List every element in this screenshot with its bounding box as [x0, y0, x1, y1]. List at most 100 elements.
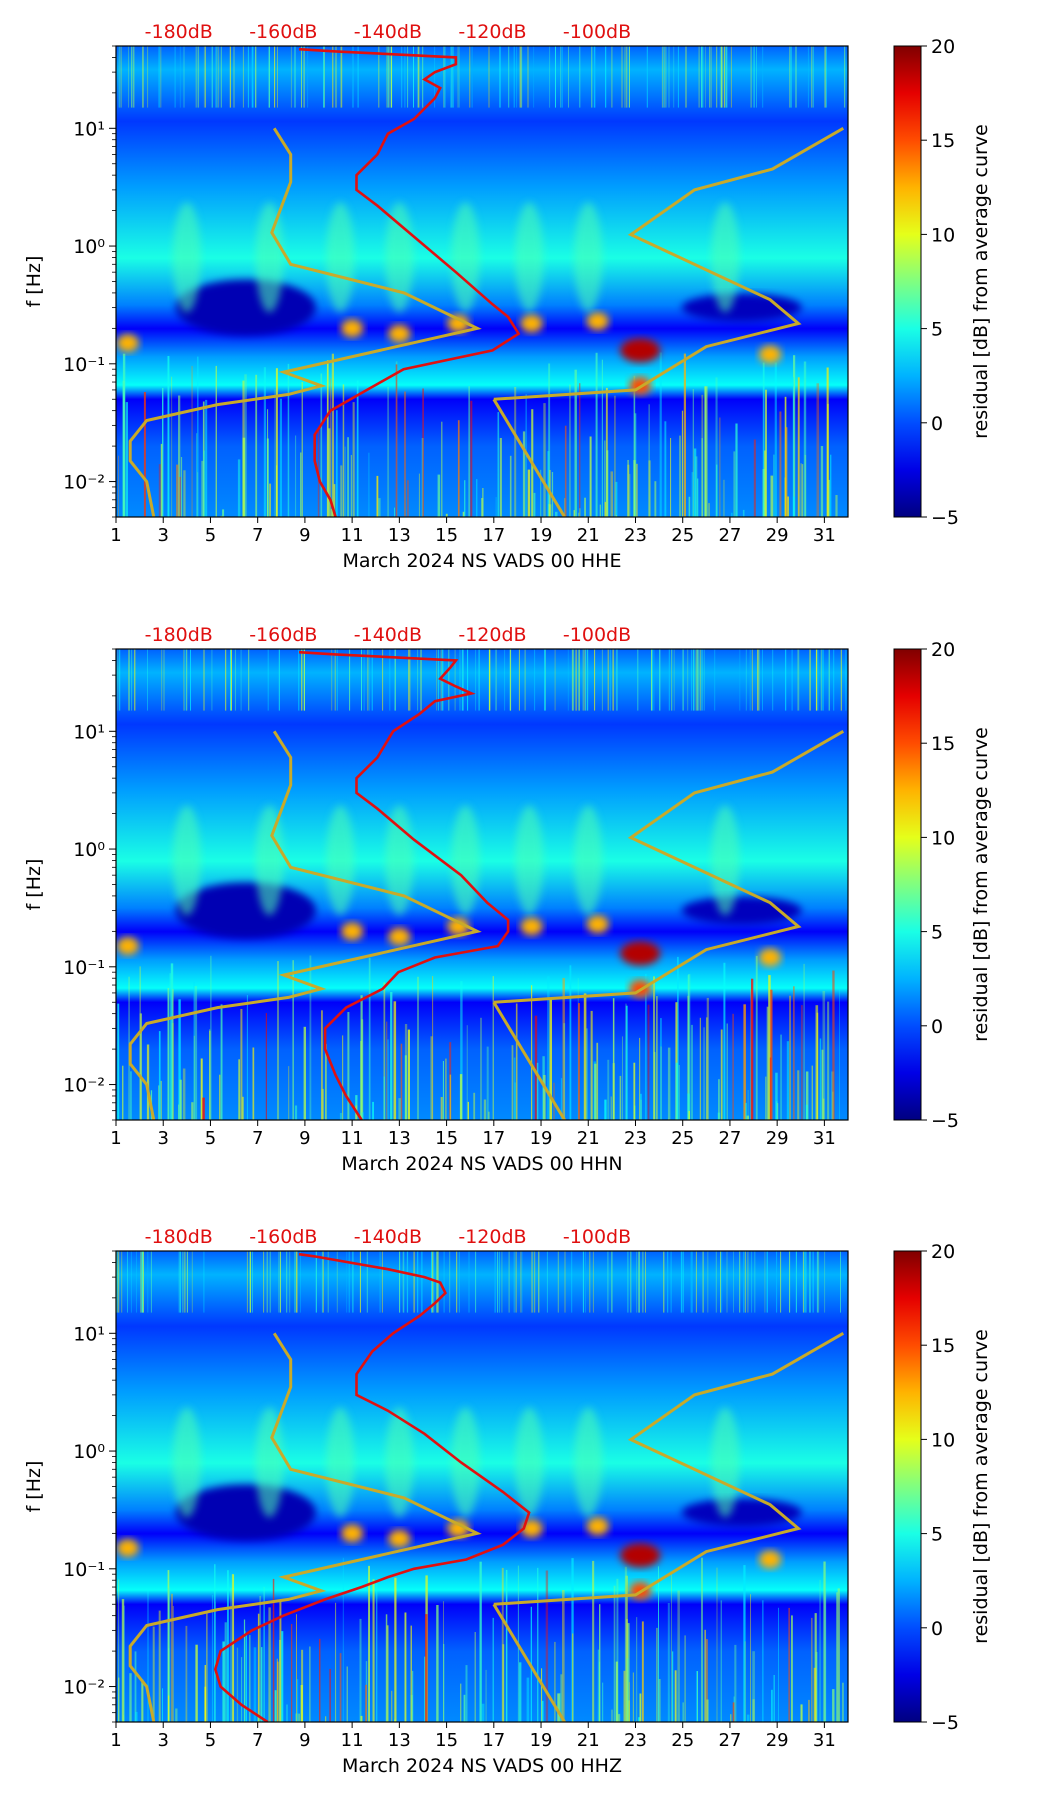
colorbar-tick-label: 5: [931, 922, 943, 944]
event-streak: [647, 1004, 650, 1120]
event-streak: [171, 376, 173, 517]
event-streak: [211, 1595, 214, 1722]
event-streak: [387, 1039, 389, 1120]
event-streak: [682, 1702, 684, 1722]
microseism-peak: [759, 948, 782, 967]
event-streak: [178, 999, 181, 1120]
event-streak: [755, 955, 758, 1120]
event-streak: [548, 504, 552, 517]
event-streak: [268, 1607, 271, 1722]
event-streak: [573, 510, 575, 517]
hf-streak: [195, 46, 197, 108]
hf-streak: [691, 649, 692, 711]
hf-streak: [389, 649, 391, 711]
event-streak: [287, 363, 290, 517]
hf-streak: [690, 1251, 692, 1313]
event-streak: [329, 378, 332, 517]
event-streak: [205, 399, 208, 517]
colorbar-tick-label: 15: [931, 130, 955, 152]
hf-streak: [557, 1251, 559, 1313]
event-streak: [664, 421, 667, 517]
event-streak: [303, 1026, 306, 1120]
event-streak: [257, 1613, 260, 1722]
event-streak: [372, 1579, 375, 1722]
hf-streak: [645, 1251, 646, 1313]
event-streak: [275, 368, 278, 517]
event-streak: [209, 1029, 211, 1120]
hf-streak: [509, 649, 511, 711]
colorbar-tick-label: 20: [931, 36, 955, 58]
microseism-peak: [520, 314, 543, 333]
event-streak: [249, 1635, 251, 1722]
event-streak: [625, 1575, 628, 1722]
hf-streak: [348, 1251, 350, 1313]
event-streak: [771, 1689, 773, 1722]
hf-streak: [704, 46, 706, 108]
event-streak: [562, 978, 565, 1120]
event-streak: [202, 401, 205, 517]
x-tick-label: 13: [388, 1730, 411, 1751]
hf-streak: [751, 649, 753, 711]
colorbar-tick-label: 20: [931, 639, 955, 661]
event-streak: [175, 1708, 178, 1722]
event-streak: [440, 1097, 443, 1120]
hf-streak: [725, 46, 727, 108]
colorbar-tick-label: 0: [931, 413, 943, 435]
event-streak: [616, 1578, 619, 1722]
hf-streak: [733, 1251, 734, 1313]
hf-streak: [191, 1251, 193, 1313]
event-streak: [564, 425, 567, 517]
hf-streak: [845, 649, 847, 711]
hf-streak: [131, 649, 133, 711]
hf-streak: [495, 649, 497, 711]
event-streak: [595, 352, 598, 517]
hf-streak: [661, 46, 663, 108]
y-tick-label: 10¹: [73, 1323, 105, 1345]
microseism-peak: [759, 1550, 782, 1569]
event-streak: [752, 1651, 755, 1722]
colorbar-tick-label: 5: [931, 319, 943, 341]
db-scale-label: -180dB: [145, 1226, 213, 1248]
hf-streak: [582, 649, 584, 711]
hf-streak: [687, 649, 689, 711]
event-streak: [791, 1615, 793, 1722]
event-streak: [778, 1607, 779, 1722]
hf-streak: [579, 46, 581, 108]
hf-streak: [780, 1251, 782, 1313]
event-streak: [564, 498, 566, 517]
event-streak: [326, 360, 329, 517]
hf-streak: [301, 649, 303, 711]
hf-streak: [544, 649, 546, 711]
event-streak: [800, 1704, 803, 1722]
event-streak: [826, 367, 829, 517]
hf-streak: [346, 1251, 348, 1313]
hf-streak: [215, 46, 217, 108]
event-streak: [617, 1714, 620, 1722]
event-streak: [594, 1063, 597, 1120]
spectrogram-image: [116, 46, 848, 517]
event-streak: [572, 1633, 574, 1722]
colorbar-label: residual [dB] from average curve: [970, 124, 992, 439]
event-streak: [660, 1018, 662, 1120]
hf-streak: [544, 649, 546, 711]
event-streak: [368, 1565, 370, 1722]
event-streak: [210, 955, 212, 1120]
event-streak: [788, 1607, 790, 1722]
hf-streak: [150, 1251, 152, 1313]
event-streak: [832, 970, 835, 1120]
event-streak: [183, 470, 186, 517]
event-streak: [394, 1719, 397, 1722]
hf-streak: [626, 46, 628, 108]
event-streak: [560, 1674, 563, 1722]
event-streak: [240, 1009, 243, 1120]
event-streak: [436, 1605, 439, 1722]
microseism-peak: [520, 917, 543, 936]
event-streak: [340, 465, 343, 517]
event-streak: [162, 387, 164, 517]
hf-streak: [567, 649, 569, 711]
event-streak: [328, 428, 331, 517]
event-streak: [360, 1715, 363, 1722]
microseism-peak: [586, 1517, 609, 1536]
hf-streak: [277, 46, 278, 108]
hf-streak: [555, 46, 556, 108]
